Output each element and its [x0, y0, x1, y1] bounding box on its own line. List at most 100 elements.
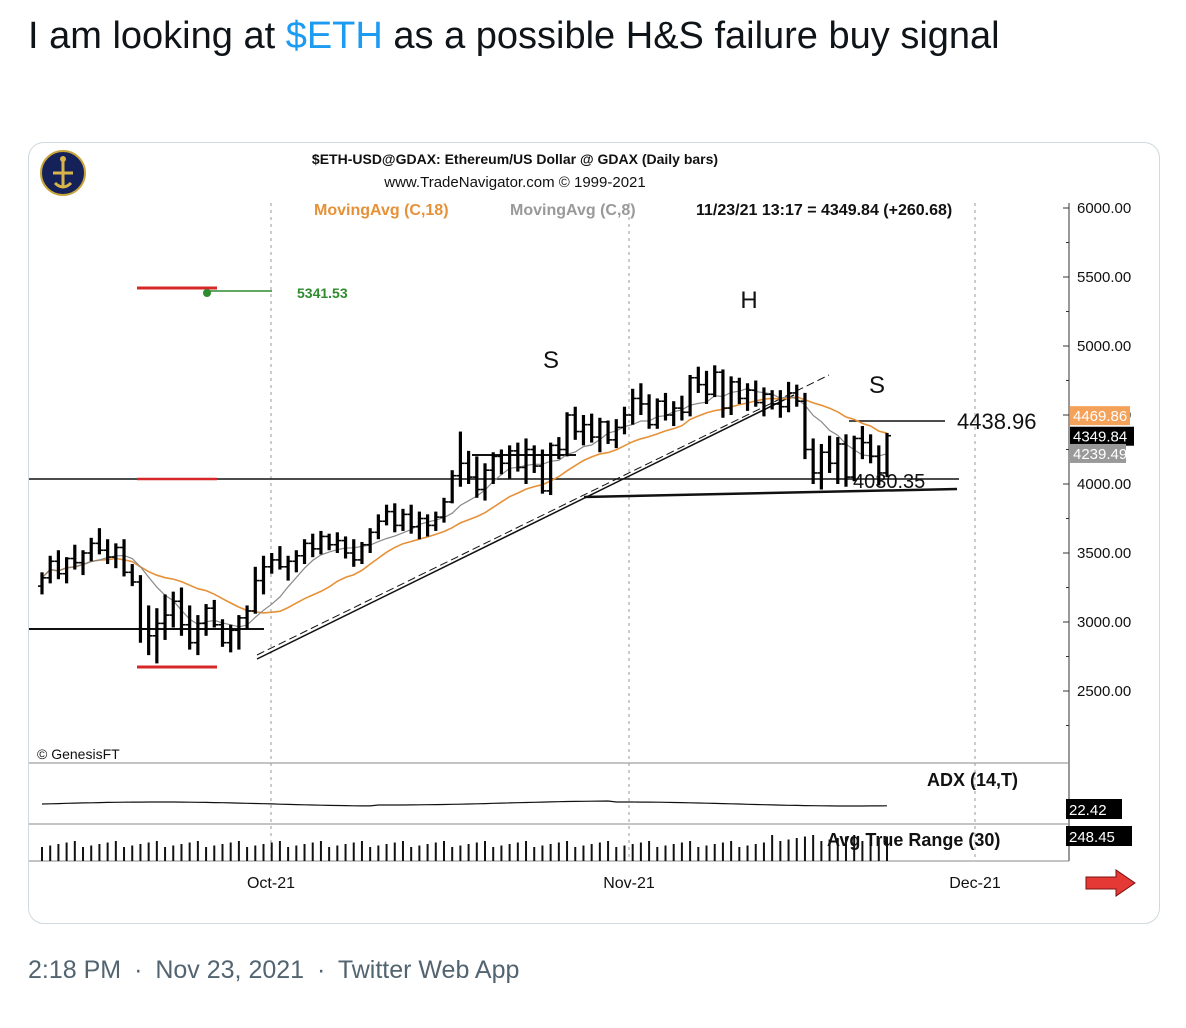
- price-bar: [653, 398, 662, 429]
- price-bar: [448, 470, 457, 504]
- price-bar: [571, 406, 580, 440]
- price-bar: [431, 511, 440, 531]
- price-bar: [554, 437, 563, 460]
- target-level-label: 5341.53: [297, 285, 348, 301]
- price-bar: [95, 528, 104, 555]
- price-bar: [87, 537, 96, 562]
- price-bar: [538, 449, 547, 494]
- price-bar: [677, 395, 686, 421]
- price-bar: [439, 497, 448, 523]
- head-label: H: [740, 287, 757, 314]
- price-bar: [382, 504, 391, 526]
- price-bar: [103, 539, 112, 565]
- last-price-tag-text: 4349.84: [1073, 429, 1127, 446]
- price-bar: [645, 394, 654, 429]
- y-tick-label: 3000.00: [1077, 614, 1131, 631]
- price-bar: [136, 575, 145, 643]
- chart-svg: $ETH-USD@GDAX: Ethereum/US Dollar @ GDAX…: [29, 150, 1136, 897]
- price-bar: [481, 463, 490, 501]
- ma8-line: [41, 387, 888, 628]
- adx-value-tag: [1066, 799, 1122, 819]
- price-bar: [177, 587, 186, 636]
- atr-value: 248.45: [1069, 829, 1115, 846]
- price-bar: [563, 412, 572, 457]
- price-bar: [883, 432, 891, 478]
- chart-subtitle: www.TradeNavigator.com © 1999-2021: [383, 174, 645, 191]
- price-bar: [546, 442, 555, 496]
- price-tags: 4469.86 4349.84 4239.49: [1070, 406, 1134, 463]
- tweet-date[interactable]: Nov 23, 2021: [155, 956, 305, 984]
- price-bar: [144, 605, 153, 656]
- vertical-gridlines: [270, 203, 976, 861]
- price-bar: [522, 438, 531, 484]
- tweet-text: I am looking at $ETH as a possible H&S f…: [28, 10, 1158, 62]
- y-tick-label: 6000.00: [1077, 200, 1131, 217]
- price-bar: [702, 370, 711, 404]
- last-price-tag: [1070, 426, 1134, 446]
- left-shoulder-label: S: [543, 347, 559, 374]
- lower-trendline: [256, 394, 795, 660]
- price-bar: [456, 431, 465, 487]
- adx-value: 22.42: [1069, 802, 1107, 819]
- tweet-text-prefix: I am looking at: [28, 15, 286, 57]
- price-bar: [398, 508, 407, 531]
- chart-image[interactable]: $ETH-USD@GDAX: Ethereum/US Dollar @ GDAX…: [28, 142, 1160, 924]
- price-bar: [357, 541, 366, 565]
- price-bar: [825, 435, 834, 473]
- price-bar: [111, 543, 120, 569]
- price-bar: [316, 530, 325, 555]
- price-bar: [661, 392, 670, 421]
- adx-line: [41, 800, 888, 807]
- meta-separator-1: ·: [134, 956, 143, 984]
- price-bar: [243, 605, 252, 629]
- price-bar: [636, 383, 645, 415]
- price-bar: [38, 572, 46, 595]
- price-bar: [768, 390, 777, 410]
- price-bar: [415, 511, 424, 540]
- price-bar: [366, 528, 375, 553]
- price-bar: [759, 387, 768, 417]
- price-bar: [472, 456, 481, 498]
- price-bar: [54, 550, 63, 580]
- target-point: [203, 289, 211, 297]
- price-bar: [62, 557, 71, 584]
- price-bar: [259, 555, 268, 595]
- price-bar: [226, 624, 235, 653]
- price-bar: [513, 442, 522, 472]
- price-bar: [325, 533, 334, 551]
- price-bar: [161, 594, 170, 640]
- price-bar: [218, 619, 227, 647]
- price-bar: [628, 388, 637, 425]
- xtick-nov: Nov-21: [603, 875, 655, 892]
- y-tick-label: 3500.00: [1077, 545, 1131, 562]
- price-bar: [284, 555, 293, 581]
- price-bar: [267, 553, 276, 574]
- tweet-source[interactable]: Twitter Web App: [337, 956, 520, 984]
- price-bar: [751, 380, 760, 407]
- price-bar: [686, 374, 695, 417]
- cashtag-link[interactable]: $ETH: [285, 15, 383, 57]
- price-bar: [800, 392, 809, 460]
- price-bar: [464, 450, 473, 484]
- tweet-meta: 2:18 PM · Nov 23, 2021 · Twitter Web App: [28, 956, 525, 985]
- adx-label: ADX (14,T): [927, 770, 1018, 790]
- price-bar: [234, 615, 243, 650]
- price-bar: [809, 438, 818, 484]
- neckline-high-label: 4438.96: [957, 409, 1037, 434]
- price-bar: [587, 413, 596, 443]
- upper-trendline-dashed: [256, 374, 830, 656]
- price-bar: [251, 566, 260, 614]
- neckline-low-label: 4030.35: [853, 471, 925, 493]
- logo-icon: [40, 150, 86, 196]
- tweet-time[interactable]: 2:18 PM: [28, 956, 122, 984]
- legend-ma18: MovingAvg (C,18): [314, 202, 449, 219]
- y-axis: 6000.005500.005000.004500.004000.003500.…: [1063, 200, 1131, 726]
- price-bar: [79, 550, 88, 576]
- price-bar: [349, 539, 358, 567]
- price-bar: [620, 406, 629, 435]
- neckline: [583, 487, 958, 499]
- scroll-right-arrow-icon[interactable]: [1085, 869, 1136, 897]
- price-bar: [300, 539, 309, 565]
- price-bar: [718, 369, 727, 418]
- price-bar: [497, 449, 506, 475]
